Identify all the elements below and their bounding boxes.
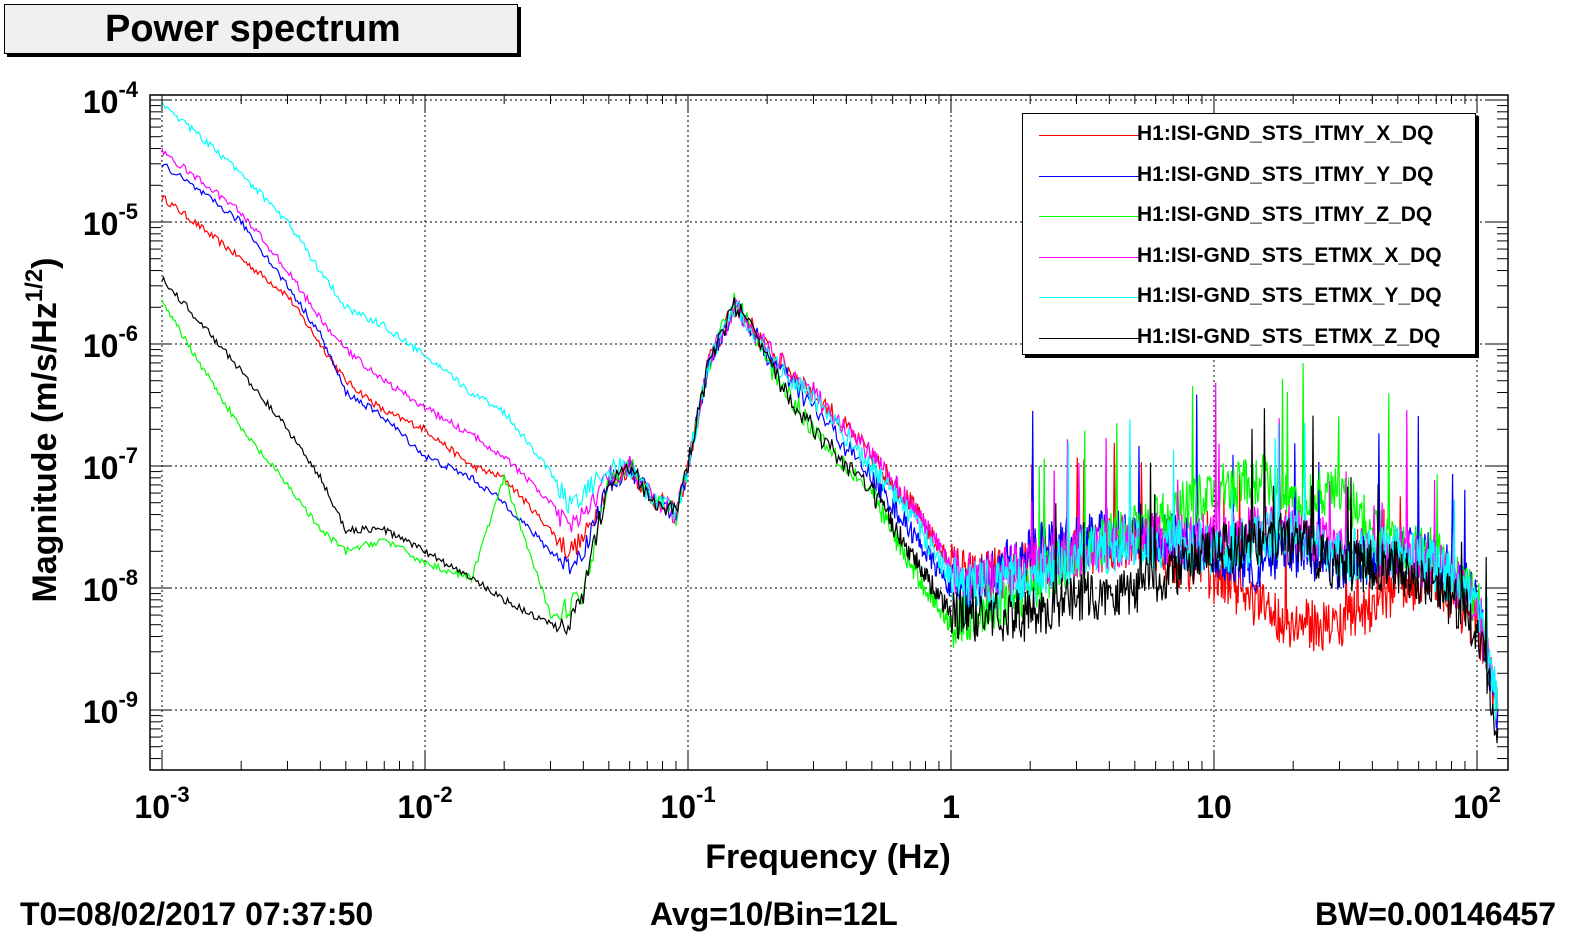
- legend-label: H1:ISI-GND_STS_ETMX_Y_DQ: [1137, 284, 1442, 307]
- legend-swatch: [1039, 256, 1139, 258]
- y-tick-label-exp: -5: [118, 199, 138, 224]
- footer-bandwidth: BW=0.00146457: [1314, 896, 1556, 932]
- y-tick-label: 10-4: [83, 77, 139, 120]
- series-layer: [161, 101, 1499, 744]
- legend-label: H1:ISI-GND_STS_ITMY_Y_DQ: [1137, 162, 1434, 186]
- chart-title: Power spectrum: [105, 7, 401, 50]
- x-tick-label: 10-3: [134, 782, 189, 825]
- series-line-1: [161, 195, 1499, 711]
- x-tick-label-exp: -3: [170, 782, 190, 807]
- y-tick-label-base: 10: [83, 328, 119, 364]
- legend-entry: H1:ISI-GND_STS_ETMX_Y_DQ: [1023, 277, 1475, 317]
- legend-swatch: [1039, 337, 1139, 339]
- x-tick-label-exp: 2: [1489, 782, 1501, 807]
- legend-entry: H1:ISI-GND_STS_ETMX_Z_DQ: [1023, 318, 1475, 358]
- x-tick-label: 10-2: [397, 782, 452, 825]
- plot-frame: [149, 94, 1509, 771]
- y-tick-label: 10-7: [83, 443, 138, 486]
- legend-swatch: [1039, 297, 1139, 298]
- series-line-5: [161, 101, 1499, 720]
- x-tick-label-base: 10: [397, 789, 433, 825]
- x-tick-label: 10-1: [660, 782, 715, 825]
- x-tick-label-base: 10: [1453, 789, 1489, 825]
- y-tick-label-exp: -4: [118, 77, 138, 102]
- y-axis-label: Magnitude (m/s/Hz1/2): [21, 257, 64, 602]
- x-tick-label: 1: [942, 789, 960, 825]
- x-axis-label: Frequency (Hz): [705, 838, 951, 876]
- legend-swatch: [1039, 135, 1139, 136]
- y-tick-label-exp: -6: [118, 321, 138, 346]
- y-tick-label: 10-6: [83, 321, 138, 364]
- y-tick-label: 10-8: [83, 565, 138, 608]
- y-tick-label: 10-9: [83, 687, 138, 730]
- x-tick-label-base: 10: [660, 789, 696, 825]
- x-tick-label-exp: -2: [433, 782, 453, 807]
- legend-entry: H1:ISI-GND_STS_ITMY_Y_DQ: [1023, 156, 1475, 196]
- x-tick-label: 102: [1453, 782, 1501, 825]
- y-axis-label-close: ): [26, 257, 64, 268]
- legend-swatch: [1039, 175, 1139, 177]
- legend-swatch: [1039, 216, 1139, 217]
- y-tick-label-base: 10: [83, 572, 119, 608]
- y-tick-label: 10-5: [83, 199, 138, 242]
- y-tick-labels: 10-410-510-610-710-810-9: [83, 77, 139, 730]
- y-tick-label-base: 10: [83, 84, 119, 120]
- y-axis-label-exp: 1/2: [21, 269, 48, 302]
- legend-label: H1:ISI-GND_STS_ETMX_Z_DQ: [1137, 324, 1441, 348]
- legend-label: H1:ISI-GND_STS_ITMY_X_DQ: [1137, 122, 1434, 145]
- footer-avg: Avg=10/Bin=12L: [650, 896, 898, 932]
- legend-label: H1:ISI-GND_STS_ITMY_Z_DQ: [1137, 203, 1433, 226]
- x-tick-label-base: 1: [942, 789, 960, 825]
- x-tick-label-exp: -1: [696, 782, 716, 807]
- y-axis-label-main: Magnitude (m/s/Hz: [26, 302, 64, 602]
- legend-entry: H1:ISI-GND_STS_ETMX_X_DQ: [1023, 237, 1475, 277]
- legend-label: H1:ISI-GND_STS_ETMX_X_DQ: [1137, 243, 1442, 267]
- legend-entry: H1:ISI-GND_STS_ITMY_X_DQ: [1023, 115, 1475, 155]
- legend: H1:ISI-GND_STS_ITMY_X_DQ H1:ISI-GND_STS_I…: [1022, 113, 1476, 355]
- chart-title-box: Power spectrum: [4, 4, 518, 54]
- legend-entry: H1:ISI-GND_STS_ITMY_Z_DQ: [1023, 196, 1475, 236]
- axis-ticks: [150, 95, 1508, 770]
- x-tick-label-base: 10: [1196, 789, 1232, 825]
- x-tick-labels: 10-3 10-2 10-1 1 10 102: [134, 782, 1501, 825]
- y-tick-label-exp: -9: [118, 687, 138, 712]
- y-tick-label-exp: -7: [118, 443, 138, 468]
- x-tick-label: 10: [1196, 789, 1232, 825]
- series-line-6: [161, 275, 1499, 744]
- y-tick-label-base: 10: [83, 694, 119, 730]
- y-tick-label-base: 10: [83, 206, 119, 242]
- y-tick-label-exp: -8: [118, 565, 138, 590]
- y-tick-label-base: 10: [83, 450, 119, 486]
- x-tick-label-base: 10: [134, 789, 170, 825]
- series-line-3: [161, 292, 1499, 711]
- footer-t0: T0=08/02/2017 07:37:50: [20, 896, 374, 932]
